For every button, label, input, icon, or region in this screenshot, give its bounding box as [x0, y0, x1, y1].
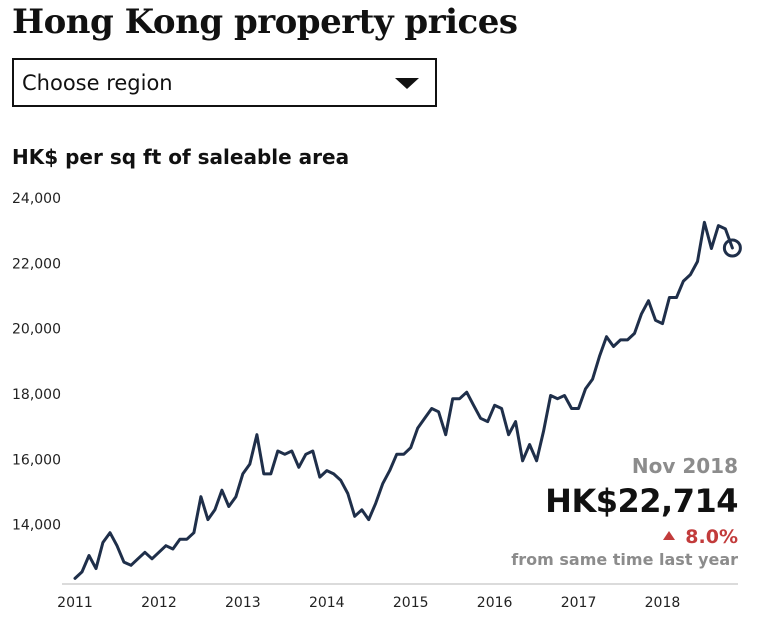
y-tick-label: 20,000 — [12, 322, 61, 338]
caret-down-icon — [395, 78, 419, 89]
yoy-change-value: 8.0% — [685, 526, 738, 548]
latest-value: HK$22,714 — [545, 482, 738, 520]
x-tick-label: 2017 — [561, 595, 597, 611]
y-tick-label: 16,000 — [12, 452, 61, 468]
y-tick-label: 14,000 — [12, 518, 61, 534]
page-title: Hong Kong property prices — [12, 2, 518, 42]
x-axis-ticks: 2011 2012 2013 2014 2015 2016 2017 2018 — [57, 595, 680, 611]
x-tick-label: 2015 — [393, 595, 429, 611]
y-axis-ticks: 14,000 16,000 18,000 20,000 22,000 24,000 — [12, 191, 61, 534]
region-select[interactable]: Choose region — [12, 58, 437, 107]
price-series-line — [73, 220, 734, 580]
yoy-change-note: from same time last year — [511, 550, 738, 569]
x-tick-label: 2011 — [57, 595, 93, 611]
latest-date: Nov 2018 — [631, 454, 738, 478]
x-tick-label: 2014 — [309, 595, 345, 611]
y-tick-label: 18,000 — [12, 387, 61, 403]
x-tick-label: 2013 — [225, 595, 261, 611]
yoy-change: 8.0% — [663, 526, 738, 548]
y-tick-label: 22,000 — [12, 256, 61, 272]
x-tick-label: 2018 — [645, 595, 681, 611]
chart-title: HK$ per sq ft of saleable area — [12, 145, 350, 169]
x-tick-label: 2016 — [477, 595, 513, 611]
x-tick-label: 2012 — [141, 595, 177, 611]
region-select-label: Choose region — [22, 70, 173, 95]
y-tick-label: 24,000 — [12, 191, 61, 207]
latest-value-marker — [722, 238, 742, 258]
triangle-up-icon — [663, 531, 676, 540]
